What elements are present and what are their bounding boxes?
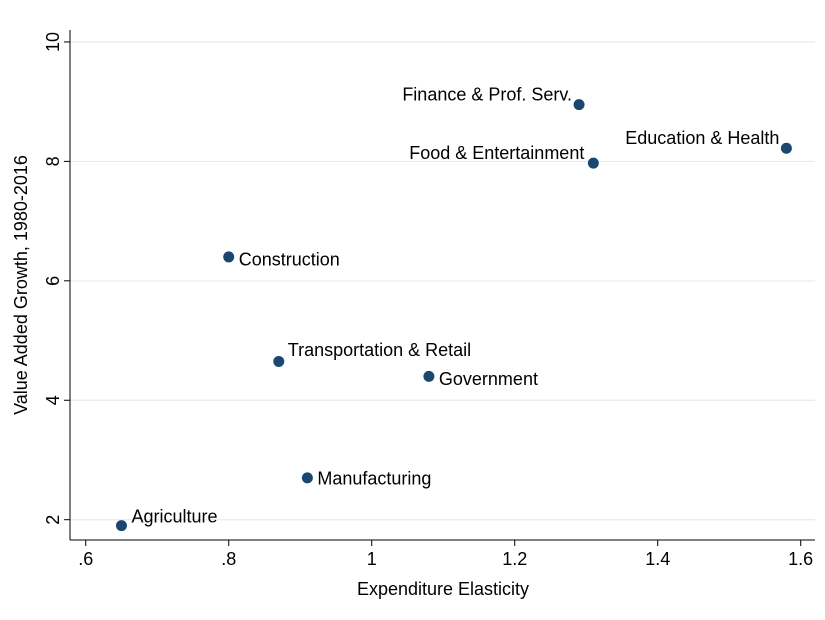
x-tick-label: 1.4 xyxy=(645,549,670,569)
point-label: Finance & Prof. Serv. xyxy=(402,84,572,104)
point xyxy=(573,99,585,111)
point-label: Education & Health xyxy=(625,128,779,148)
x-tick-label: 1.6 xyxy=(788,549,813,569)
y-tick-label: 8 xyxy=(43,156,63,166)
x-tick-label: 1 xyxy=(367,549,377,569)
point-label: Food & Entertainment xyxy=(409,143,584,163)
y-tick-label: 4 xyxy=(43,395,63,405)
point-label: Agriculture xyxy=(131,506,217,526)
point xyxy=(273,355,285,367)
y-axis-title: Value Added Growth, 1980-2016 xyxy=(11,155,31,415)
point xyxy=(780,142,792,154)
y-tick-label: 2 xyxy=(43,515,63,525)
point-label: Construction xyxy=(239,250,340,270)
point xyxy=(301,472,313,484)
point xyxy=(223,251,235,263)
x-tick-label: .6 xyxy=(78,549,93,569)
point xyxy=(115,520,127,532)
y-tick-label: 10 xyxy=(43,32,63,52)
point-label: Manufacturing xyxy=(317,469,431,489)
point xyxy=(587,157,599,169)
y-tick-label: 6 xyxy=(43,276,63,286)
point-label: Transportation & Retail xyxy=(288,340,471,360)
x-tick-label: .8 xyxy=(221,549,236,569)
point xyxy=(423,370,435,382)
point-label: Government xyxy=(439,369,538,389)
x-tick-label: 1.2 xyxy=(502,549,527,569)
x-axis-title: Expenditure Elasticity xyxy=(357,579,529,599)
